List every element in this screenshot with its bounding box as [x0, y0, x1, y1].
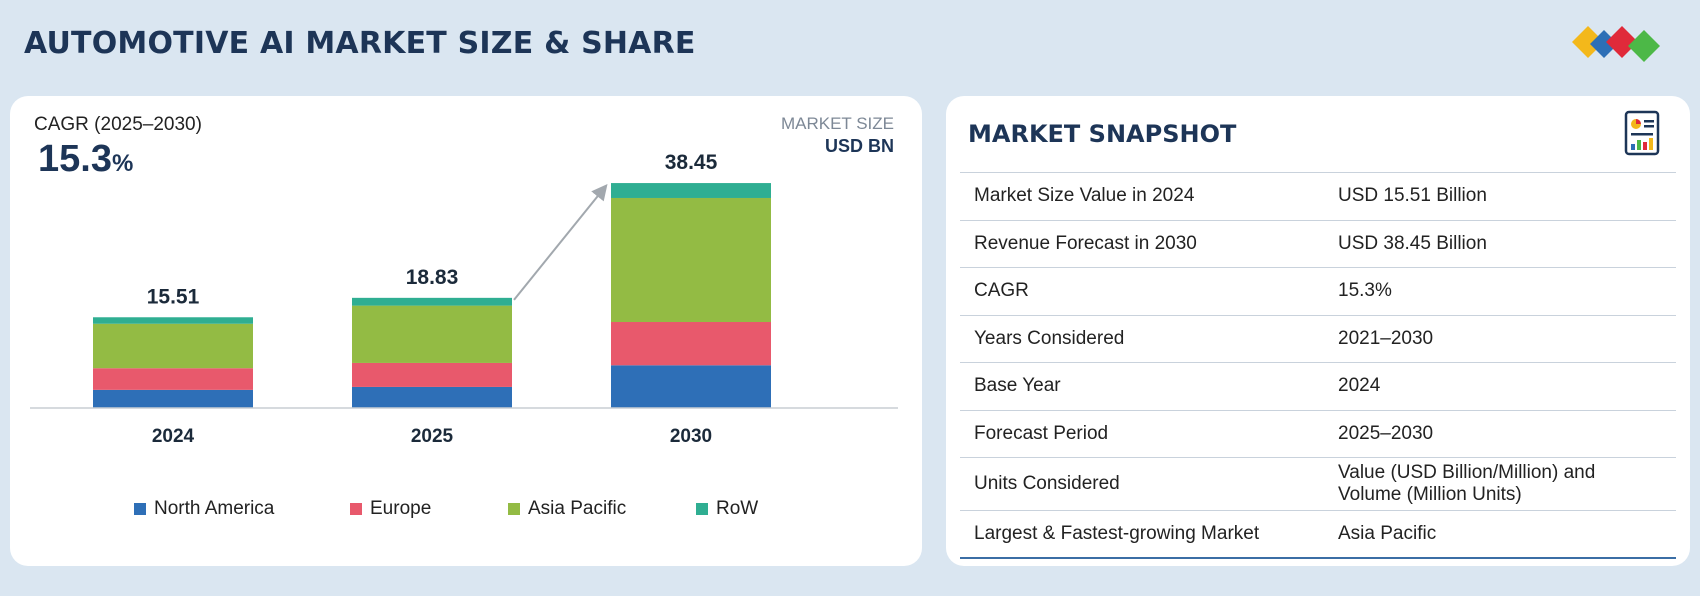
snapshot-key: Largest & Fastest-growing Market	[960, 510, 1326, 559]
legend-label: North America	[154, 498, 275, 519]
snapshot-card: MARKET SNAPSHOT Market Size Value in 202…	[946, 96, 1690, 566]
table-row: Years Considered 2021–2030	[960, 314, 1676, 363]
bar-segment-row-2025	[352, 297, 512, 306]
legend-label: Europe	[370, 498, 432, 519]
legend-swatch	[350, 503, 362, 515]
bar-segment-europe-2030	[611, 322, 771, 366]
legend-swatch	[134, 503, 146, 515]
snapshot-value: 2024	[1326, 362, 1676, 410]
bar-segment-row-2030	[611, 183, 771, 198]
legend-item-row: RoW	[696, 498, 758, 520]
snapshot-table: Market Size Value in 2024 USD 15.51 Bill…	[960, 172, 1676, 559]
snapshot-value: 15.3%	[1326, 267, 1676, 315]
growth-arrow	[513, 183, 608, 301]
table-row: Units Considered Value (USD Billion/Mill…	[960, 457, 1676, 511]
snapshot-key: CAGR	[960, 267, 1326, 315]
cagr-label: CAGR (2025–2030)	[34, 114, 202, 135]
report-icon	[1624, 110, 1660, 156]
snapshot-value: Value (USD Billion/Million) and Volume (…	[1326, 457, 1676, 511]
bar-segment-asia-pacific-2025	[352, 305, 512, 363]
table-row: Forecast Period 2025–2030	[960, 409, 1676, 458]
table-row: CAGR 15.3%	[960, 267, 1676, 315]
bar-total-label-2030: 38.45	[665, 151, 718, 174]
bar-segment-asia-pacific-2030	[611, 197, 771, 323]
bar-segment-row-2024	[93, 317, 253, 324]
cagr-value: 15.3%	[38, 138, 133, 181]
legend-swatch	[696, 503, 708, 515]
snapshot-key: Forecast Period	[960, 409, 1326, 458]
stacked-bar-chart: 15.51 2024 18.83 2025 38.45 2030	[30, 151, 898, 447]
cagr-number: 15.3	[38, 138, 112, 180]
x-tick-label-2024: 2024	[152, 426, 195, 447]
legend-swatch	[508, 503, 520, 515]
table-row: Market Size Value in 2024 USD 15.51 Bill…	[960, 172, 1676, 220]
brand-logo-icon	[1572, 26, 1660, 62]
chart-card: CAGR (2025–2030) 15.3% MARKET SIZE USD B…	[10, 96, 922, 566]
bar-total-label-2024: 15.51	[147, 285, 200, 308]
x-tick-label-2030: 2030	[670, 426, 712, 447]
table-row: Revenue Forecast in 2030 USD 38.45 Billi…	[960, 219, 1676, 268]
market-size-unit: USD BN	[824, 136, 894, 156]
bar-segment-north-america-2030	[611, 365, 771, 408]
legend-item-north-america: North America	[134, 498, 274, 520]
legend-item-asia-pacific: Asia Pacific	[508, 498, 626, 520]
cagr-percent-sign: %	[111, 150, 134, 177]
table-row: Largest & Fastest-growing Market Asia Pa…	[960, 510, 1676, 559]
snapshot-value-line: Value (USD Billion/Million) and	[1338, 462, 1596, 483]
snapshot-value: USD 15.51 Billion	[1326, 172, 1676, 220]
market-size-label: MARKET SIZE	[780, 114, 894, 133]
legend: North America Europe Asia Pacific RoW	[10, 498, 922, 520]
legend-item-europe: Europe	[350, 498, 431, 520]
snapshot-value: 2021–2030	[1326, 314, 1676, 363]
bar-segment-asia-pacific-2024	[93, 323, 253, 369]
bar-segment-north-america-2025	[352, 386, 512, 408]
bar-segment-europe-2025	[352, 362, 512, 387]
bar-segment-europe-2024	[93, 368, 253, 390]
snapshot-key: Units Considered	[960, 457, 1326, 511]
snapshot-value: 2025–2030	[1326, 409, 1676, 458]
snapshot-value-line: Volume (Million Units)	[1338, 484, 1522, 505]
snapshot-key: Revenue Forecast in 2030	[960, 219, 1326, 268]
snapshot-key: Base Year	[960, 362, 1326, 410]
page-title: AUTOMOTIVE AI MARKET SIZE & SHARE	[24, 26, 696, 61]
snapshot-key: Years Considered	[960, 314, 1326, 363]
bar-segment-north-america-2024	[93, 389, 253, 408]
snapshot-key: Market Size Value in 2024	[960, 172, 1326, 220]
legend-label: RoW	[716, 498, 759, 519]
snapshot-value: Asia Pacific	[1326, 510, 1676, 559]
snapshot-value: USD 38.45 Billion	[1326, 219, 1676, 268]
bar-total-label-2025: 18.83	[406, 266, 459, 289]
x-tick-label-2025: 2025	[411, 426, 454, 447]
table-row: Base Year 2024	[960, 362, 1676, 410]
snapshot-title: MARKET SNAPSHOT	[968, 120, 1237, 148]
legend-label: Asia Pacific	[528, 498, 627, 519]
